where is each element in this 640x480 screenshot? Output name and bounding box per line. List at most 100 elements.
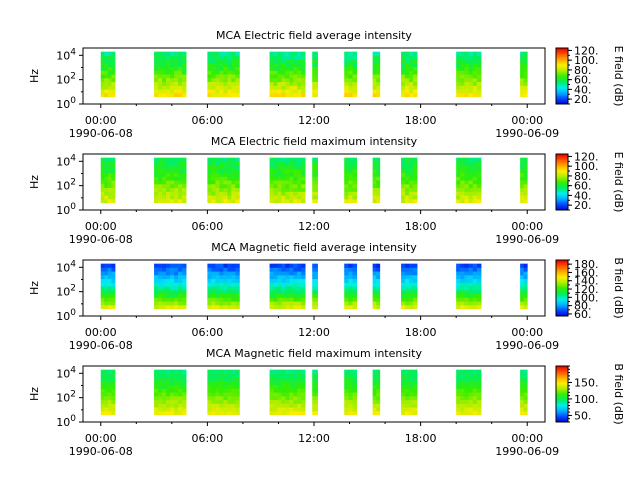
spectrogram-cell — [104, 271, 109, 276]
spectrogram-cell — [211, 377, 216, 382]
colorbar-band — [556, 191, 568, 194]
spectrogram-cell — [293, 369, 298, 374]
spectrogram-cell — [231, 271, 236, 276]
y-axis-label: Hz — [28, 281, 41, 295]
spectrogram-cell — [111, 165, 116, 170]
spectrogram-cell — [178, 392, 183, 397]
spectrogram-cell — [523, 304, 528, 310]
spectrogram-cell — [273, 403, 278, 408]
spectrogram-cell — [464, 271, 469, 276]
spectrogram-cell — [219, 92, 224, 98]
spectrogram-cell — [476, 274, 482, 280]
spectrogram-cell — [174, 388, 179, 393]
spectrogram-cell — [182, 62, 187, 68]
colorbar-band — [556, 371, 568, 374]
spectrogram-cell — [409, 172, 414, 177]
spectrogram-cell — [158, 74, 163, 79]
spectrogram-cell — [401, 297, 406, 302]
spectrogram-cell — [269, 384, 274, 389]
spectrogram-cell — [273, 161, 278, 166]
spectrogram-cell — [277, 195, 282, 200]
spectrogram-cell — [281, 168, 286, 174]
spectrogram-cell — [158, 191, 163, 196]
spectrogram-cell — [231, 384, 236, 389]
spectrogram-cell — [472, 410, 478, 416]
spectrogram-cell — [352, 304, 358, 310]
spectrogram-cell — [413, 198, 418, 204]
spectrogram-cell — [178, 180, 183, 185]
spectrogram-cell — [182, 55, 187, 60]
spectrogram-cell — [107, 89, 112, 94]
spectrogram-cell — [227, 304, 232, 310]
spectrogram-cell — [166, 198, 171, 204]
spectrogram-cell — [348, 377, 353, 382]
colorbar-band — [556, 286, 568, 289]
x-date-label: 1990-06-08 — [69, 127, 133, 140]
spectrogram-cell — [235, 172, 240, 177]
spectrogram-cell — [178, 384, 183, 389]
spectrogram-cell — [223, 286, 228, 291]
spectrogram-cell — [273, 384, 278, 389]
spectrogram-cell — [174, 392, 179, 397]
spectrogram-cell — [376, 407, 381, 412]
spectrogram-cell — [523, 165, 528, 170]
spectrogram-cell — [162, 172, 167, 177]
spectrogram-cell — [219, 183, 224, 189]
spectrogram-cell — [107, 410, 112, 416]
colorbar-band — [556, 292, 568, 295]
spectrogram-cell — [476, 74, 482, 79]
spectrogram-cell — [468, 289, 474, 295]
colorbar-band — [556, 417, 568, 420]
spectrogram-cell — [376, 380, 381, 386]
spectrogram-cell — [211, 301, 216, 306]
spectrogram-cell — [464, 373, 469, 378]
spectrogram-cell — [227, 92, 232, 98]
spectrogram-cell — [376, 161, 381, 166]
spectrogram-cell — [409, 74, 414, 79]
spectrogram-cell — [154, 92, 159, 98]
spectrogram-cell — [352, 403, 358, 408]
colorbar-tick-label: 180. — [574, 258, 599, 271]
spectrogram-cell — [223, 77, 228, 83]
spectrogram-cell — [523, 66, 528, 71]
spectrogram-cell — [472, 278, 478, 283]
spectrogram-cell — [348, 286, 353, 291]
spectrogram-cell — [231, 410, 236, 416]
spectrogram-cell — [409, 369, 414, 374]
spectrogram-cell — [277, 77, 282, 83]
spectrogram-cell — [472, 263, 478, 268]
spectrogram-cell — [401, 267, 406, 272]
colorbar-band — [556, 201, 568, 204]
spectrogram-cell — [460, 399, 465, 404]
spectrogram-cell — [182, 168, 187, 174]
spectrogram-cell — [215, 176, 220, 181]
spectrogram-cell — [154, 55, 159, 60]
spectrogram-cell — [285, 176, 290, 181]
spectrogram-cell — [372, 195, 377, 200]
colorbar-band — [556, 279, 568, 282]
spectrogram-cell — [111, 51, 116, 56]
spectrogram-cell — [219, 384, 224, 389]
spectrogram-cell — [170, 278, 175, 283]
spectrogram-cell — [301, 263, 306, 268]
colorbar-band — [556, 307, 568, 310]
spectrogram-cell — [297, 407, 302, 412]
spectrogram-cell — [277, 399, 282, 404]
spectrogram-cell — [170, 410, 175, 416]
spectrogram-cell — [312, 369, 318, 374]
spectrogram-cell — [476, 388, 482, 393]
spectrogram-cell — [468, 286, 474, 291]
spectrogram-cell — [456, 289, 461, 295]
spectrogram-cell — [344, 55, 349, 60]
spectrogram-cell — [348, 59, 353, 64]
spectrogram-cell — [472, 168, 478, 174]
colorbar-tick-label: 100. — [574, 291, 599, 304]
spectrogram-cell — [170, 191, 175, 196]
colorbar-band — [556, 48, 568, 50]
spectrogram-cell — [231, 74, 236, 79]
spectrogram-cell — [413, 267, 418, 272]
spectrogram-cell — [289, 92, 294, 98]
spectrogram-cell — [211, 403, 216, 408]
spectrogram-cell — [100, 191, 105, 196]
spectrogram-cell — [301, 293, 306, 298]
